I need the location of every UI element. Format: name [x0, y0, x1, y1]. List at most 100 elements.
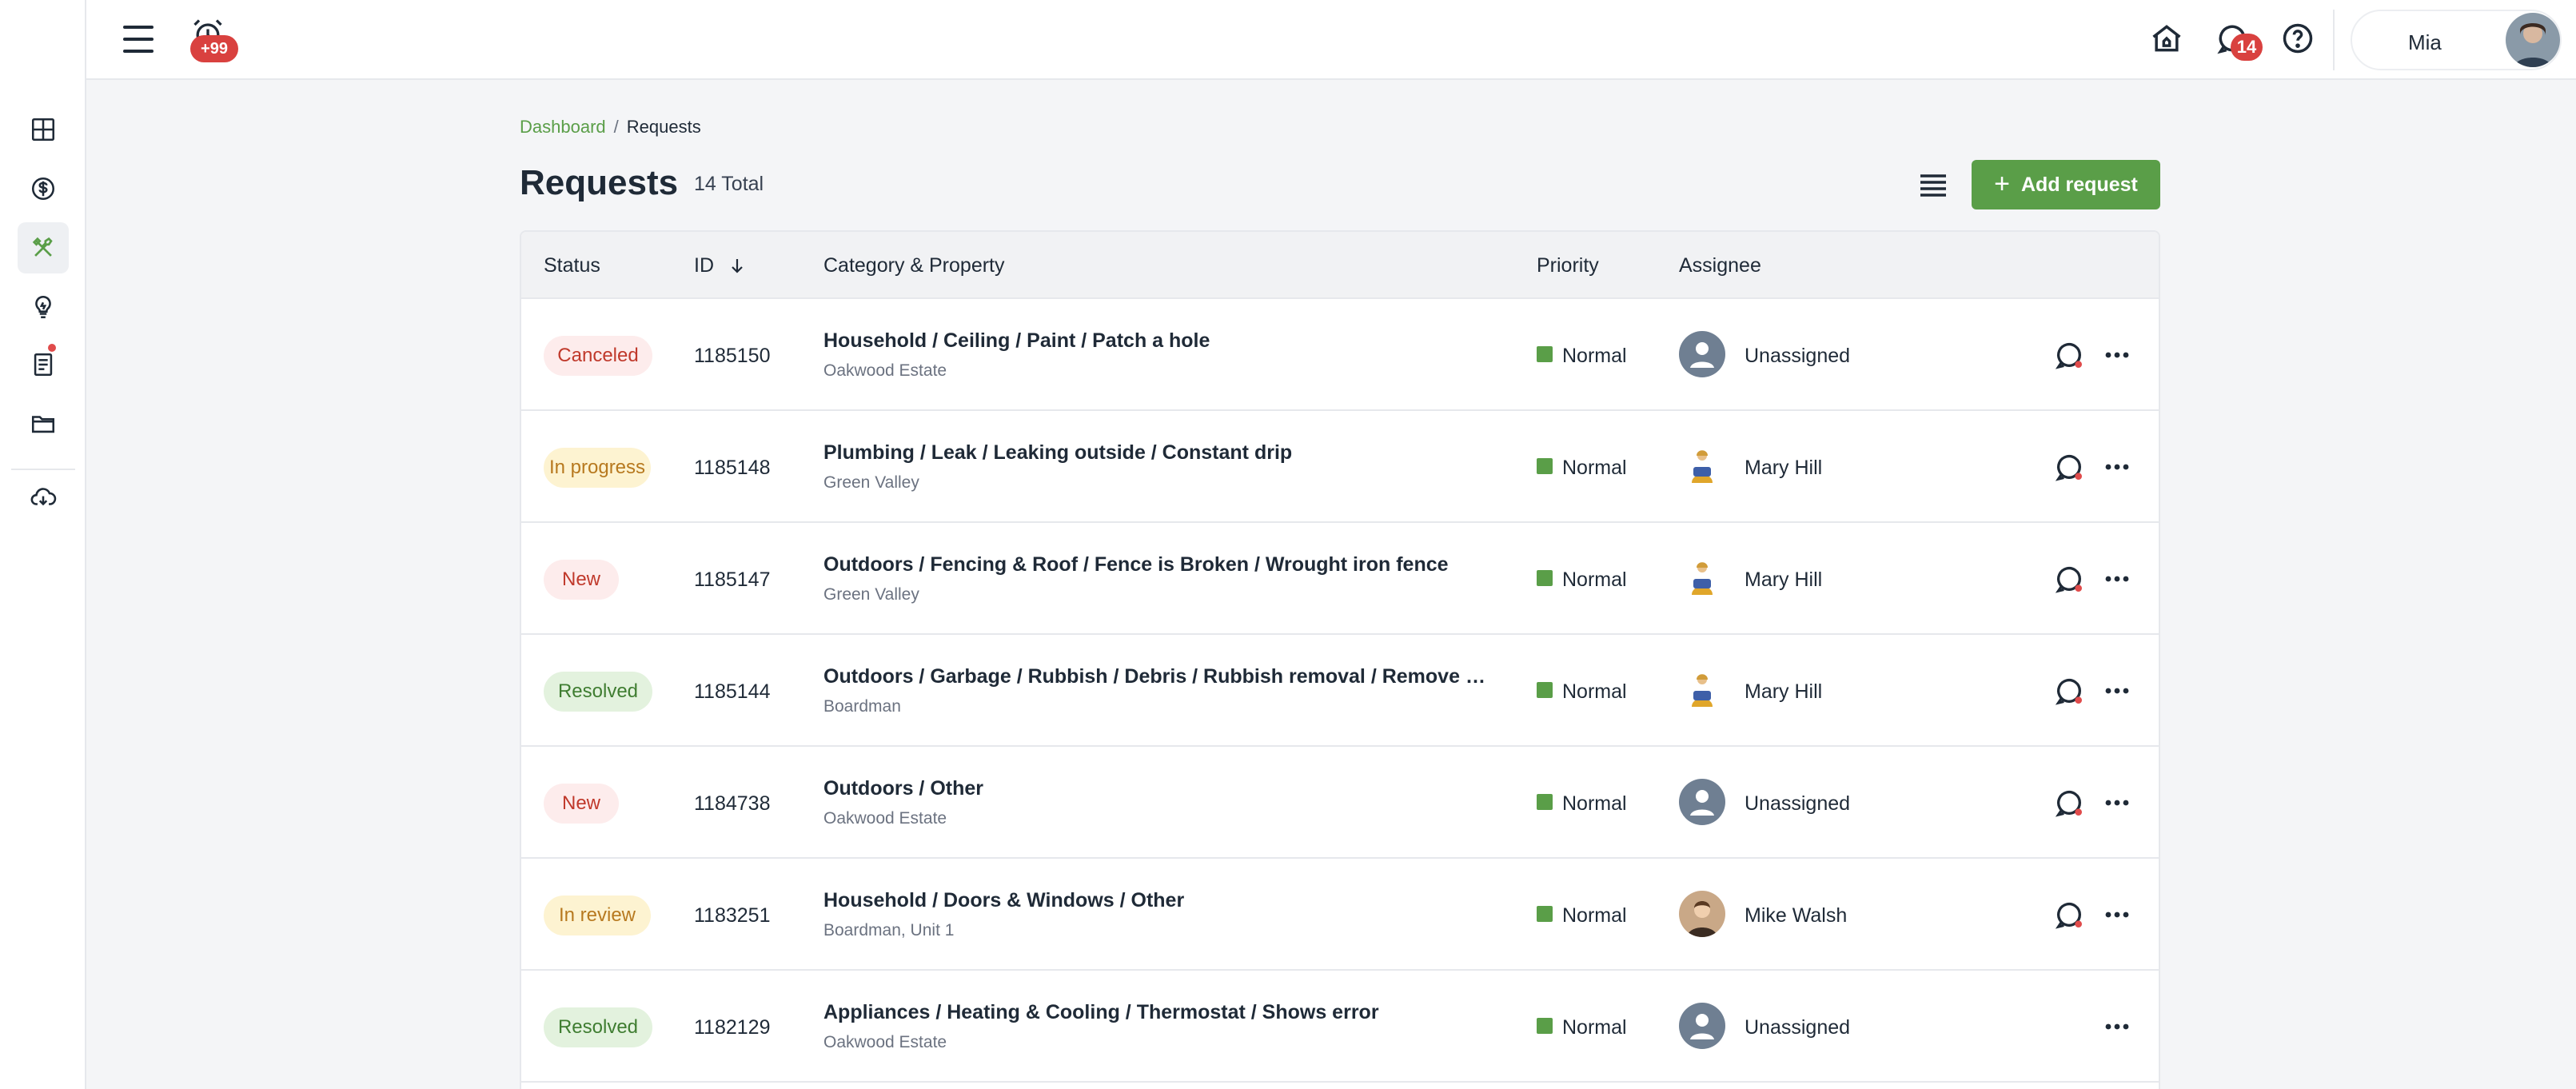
request-category[interactable]: Outdoors / Garbage / Rubbish / Debris / … — [823, 665, 1487, 688]
user-name: Mia — [2408, 30, 2442, 54]
more-horizontal-icon — [2105, 1023, 2129, 1030]
sidebar-item-files[interactable] — [18, 398, 69, 449]
table-row[interactable]: In progress 1185148 Plumbing / Leak / Leak… — [521, 411, 2159, 523]
more-actions-button[interactable] — [2101, 790, 2133, 816]
comment-icon — [2055, 454, 2082, 481]
more-actions-button[interactable] — [2101, 566, 2133, 592]
comment-icon — [2055, 678, 2082, 705]
alarm-badge: +99 — [190, 35, 238, 62]
comments-button[interactable] — [2053, 675, 2085, 707]
header-priority[interactable]: Priority — [1537, 254, 1599, 277]
total-count: 14 Total — [694, 173, 764, 195]
more-actions-button[interactable] — [2101, 454, 2133, 480]
menu-button[interactable] — [118, 21, 158, 58]
user-avatar — [2506, 13, 2560, 67]
assignee-avatar — [1679, 331, 1725, 377]
sidebar-item-maintenance[interactable] — [18, 222, 69, 273]
comments-button[interactable] — [2053, 339, 2085, 371]
header-status[interactable]: Status — [544, 254, 600, 277]
assignee-avatar — [1679, 667, 1725, 713]
request-property: Oakwood Estate — [823, 1033, 947, 1051]
request-assignee: Unassigned — [1745, 345, 1851, 367]
assignee-avatar — [1679, 443, 1725, 489]
status-badge: New — [544, 560, 619, 600]
request-assignee: Mary Hill — [1745, 680, 1823, 703]
more-actions-button[interactable] — [2101, 678, 2133, 704]
request-id: 1183251 — [694, 904, 771, 927]
plus-icon: + — [1994, 169, 2010, 199]
add-request-label: Add request — [2021, 173, 2138, 196]
header-category[interactable]: Category & Property — [823, 254, 1005, 277]
table-row[interactable]: New 1184738 Outdoors / Other Oakwood Estate… — [521, 747, 2159, 859]
topbar-divider — [2333, 10, 2335, 70]
status-badge: New — [544, 784, 619, 824]
comment-icon — [2055, 790, 2082, 817]
request-assignee: Mike Walsh — [1745, 904, 1848, 927]
comments-button[interactable] — [2053, 451, 2085, 483]
tools-icon — [32, 237, 53, 257]
table-row[interactable]: Canceled 1185150 Household / Ceiling / Pai… — [521, 299, 2159, 411]
request-id: 1185147 — [694, 568, 771, 591]
home-icon — [2152, 25, 2181, 52]
request-category[interactable]: Appliances / Heating & Cooling / Thermos… — [823, 1001, 1379, 1023]
sidebar-item-dashboard[interactable] — [18, 104, 69, 155]
table-row[interactable]: New 1185147 Outdoors / Fencing & Roof / Fe… — [521, 523, 2159, 635]
sidebar-item-payments[interactable] — [18, 163, 69, 214]
request-category[interactable]: Household / Ceiling / Paint / Patch a ho… — [823, 329, 1210, 352]
request-priority: Normal — [1562, 568, 1627, 591]
help-button[interactable] — [2277, 18, 2319, 59]
request-category[interactable]: Outdoors / Other — [823, 777, 983, 800]
messages-button[interactable]: 14 — [2211, 18, 2263, 61]
user-menu[interactable]: Mia — [2351, 10, 2562, 70]
sidebar-item-documents[interactable] — [18, 339, 69, 390]
sidebar-divider — [11, 469, 75, 470]
more-actions-button[interactable] — [2101, 1014, 2133, 1039]
alarm-button[interactable]: +99 — [182, 16, 246, 64]
request-category[interactable]: Plumbing / Leak / Leaking outside / Cons… — [823, 441, 1293, 464]
header-id[interactable]: ID — [694, 254, 747, 277]
comment-icon — [2055, 566, 2082, 593]
table-row[interactable]: Resolved 1185144 Outdoors / Garbage / Rubb… — [521, 635, 2159, 747]
request-assignee: Mary Hill — [1745, 568, 1823, 591]
more-horizontal-icon — [2105, 800, 2129, 806]
request-property: Boardman, Unit 1 — [823, 921, 955, 939]
status-badge: In progress — [544, 448, 651, 488]
comments-button[interactable] — [2053, 787, 2085, 819]
comments-button[interactable] — [2053, 563, 2085, 595]
request-priority: Normal — [1562, 1016, 1627, 1039]
more-actions-button[interactable] — [2101, 902, 2133, 927]
request-priority: Normal — [1562, 904, 1627, 927]
add-request-button[interactable]: + Add request — [1972, 160, 2160, 209]
more-actions-button[interactable] — [2101, 342, 2133, 368]
status-badge: Resolved — [544, 672, 652, 712]
sidebar-item-ideas[interactable] — [18, 281, 69, 333]
priority-indicator — [1537, 570, 1553, 586]
status-badge: Canceled — [544, 336, 652, 376]
request-category[interactable]: Household / Doors & Windows / Other — [823, 889, 1185, 911]
request-property: Boardman — [823, 697, 901, 716]
assignee-avatar — [1679, 1003, 1725, 1049]
request-id: 1185148 — [694, 457, 771, 479]
sidebar-item-download[interactable] — [18, 472, 69, 523]
request-assignee: Unassigned — [1745, 1016, 1851, 1039]
requests-table: Status ID Category & Property Priority A… — [520, 230, 2160, 1089]
folder-icon — [31, 416, 55, 433]
breadcrumb-dashboard-link[interactable]: Dashboard — [520, 117, 606, 137]
more-horizontal-icon — [2105, 576, 2129, 582]
request-id: 1182129 — [694, 1016, 771, 1039]
table-row[interactable]: In review 1183251 Household / Doors & Wind… — [521, 859, 2159, 971]
menu-icon-line — [123, 38, 154, 41]
table-row[interactable]: Resolved 1182129 Appliances / Heating & Co… — [521, 971, 2159, 1083]
request-assignee: Unassigned — [1745, 792, 1851, 815]
comment-icon — [2055, 342, 2082, 369]
comments-button[interactable] — [2053, 899, 2085, 931]
notification-dot — [48, 344, 56, 352]
more-horizontal-icon — [2105, 911, 2129, 918]
request-category[interactable]: Outdoors / Fencing & Roof / Fence is Bro… — [823, 553, 1449, 576]
list-view-icon — [1920, 174, 1946, 197]
header-assignee[interactable]: Assignee — [1679, 254, 1761, 277]
list-view-button[interactable] — [1914, 166, 1952, 205]
home-button[interactable] — [2146, 18, 2187, 59]
document-icon — [34, 353, 53, 377]
menu-icon-line — [123, 26, 154, 29]
